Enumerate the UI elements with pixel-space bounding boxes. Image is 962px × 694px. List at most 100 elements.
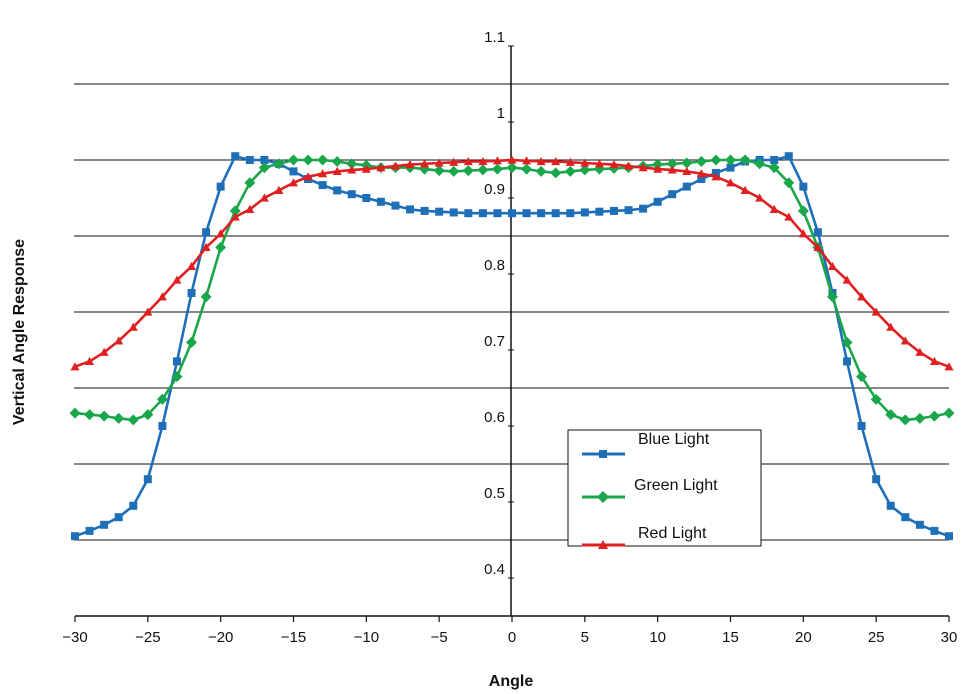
data-point	[128, 322, 138, 331]
data-point	[245, 204, 255, 213]
data-point	[391, 201, 400, 210]
series-green-light	[69, 154, 955, 426]
data-point	[331, 156, 343, 168]
data-point	[99, 347, 109, 356]
data-point	[434, 158, 444, 167]
x-tick-label: −15	[281, 629, 306, 646]
data-point	[667, 165, 677, 174]
data-point	[376, 163, 386, 172]
data-point	[624, 206, 633, 215]
data-point	[580, 208, 589, 217]
data-point	[739, 154, 751, 166]
legend-item-blue: Blue Light	[582, 431, 710, 458]
data-point	[100, 520, 109, 529]
data-point	[682, 166, 692, 175]
legend-box	[567, 429, 762, 547]
x-tick-label: 20	[795, 629, 812, 646]
data-point	[420, 206, 429, 215]
data-point	[537, 209, 546, 218]
data-point	[333, 186, 342, 195]
x-tick-label: 0	[508, 629, 516, 646]
data-point	[609, 206, 618, 215]
data-point	[551, 209, 560, 218]
data-point	[915, 347, 925, 356]
data-point	[740, 185, 750, 194]
data-point	[944, 362, 954, 371]
data-point	[595, 207, 604, 216]
data-point	[726, 163, 735, 172]
data-point	[69, 407, 81, 419]
data-point	[769, 204, 779, 213]
data-point	[186, 336, 198, 348]
data-point	[506, 162, 518, 174]
axes	[74, 45, 950, 622]
data-point	[652, 159, 664, 171]
data-point	[420, 159, 430, 168]
y-tick-label: 0.4	[484, 561, 505, 578]
series-line	[74, 158, 950, 422]
data-point	[244, 177, 256, 189]
x-tick-label: 30	[941, 629, 958, 646]
data-point	[711, 172, 721, 181]
data-point	[347, 165, 357, 174]
series-red-light	[70, 155, 954, 371]
data-point	[288, 154, 299, 166]
data-point	[726, 178, 735, 187]
data-point	[826, 291, 838, 303]
data-point	[113, 412, 125, 424]
data-point	[653, 164, 663, 173]
data-point	[768, 162, 780, 174]
series-blue-light	[71, 152, 953, 541]
data-point	[668, 190, 677, 199]
data-point	[551, 157, 561, 166]
data-point	[841, 336, 853, 348]
data-point	[98, 410, 110, 422]
data-point	[157, 292, 167, 301]
data-point	[346, 158, 358, 170]
data-point	[697, 175, 706, 183]
y-tick-label: 1	[497, 105, 505, 122]
data-point	[158, 422, 167, 430]
data-point	[492, 156, 502, 165]
y-axis-title: Vertical Angle Response	[11, 239, 28, 425]
x-tick-label: 25	[868, 629, 885, 646]
data-point	[885, 409, 897, 421]
data-point	[302, 154, 314, 166]
data-point	[493, 209, 502, 218]
data-point	[928, 410, 940, 422]
data-point	[464, 209, 473, 218]
series-group	[69, 152, 955, 541]
data-point	[681, 157, 693, 169]
data-point	[260, 156, 269, 164]
data-point	[71, 532, 79, 541]
data-point	[843, 357, 852, 366]
data-point	[915, 520, 924, 529]
data-point	[202, 228, 211, 237]
data-point	[274, 185, 284, 194]
data-point	[289, 178, 298, 187]
x-tick-label: 15	[722, 629, 739, 646]
data-point	[770, 156, 779, 164]
data-point	[870, 393, 882, 405]
data-point	[303, 172, 313, 181]
data-point	[129, 501, 138, 510]
data-point	[522, 156, 532, 165]
data-point	[347, 190, 356, 199]
data-point	[463, 157, 473, 166]
x-tick-label: 10	[649, 629, 666, 646]
data-point	[216, 229, 226, 238]
y-tick-label: 0.6	[484, 409, 505, 426]
legend-marker-red	[598, 540, 608, 549]
data-point	[856, 371, 868, 383]
data-point	[317, 154, 329, 166]
data-point	[914, 412, 926, 424]
legend-label-red: Red Light	[638, 525, 707, 542]
data-point	[84, 409, 96, 421]
data-point	[216, 182, 225, 191]
data-point	[886, 501, 895, 510]
data-point	[245, 156, 254, 164]
data-point	[362, 194, 371, 202]
y-tick-label: 0.8	[484, 257, 505, 274]
legend-marker-green	[597, 491, 609, 503]
data-point	[624, 161, 634, 170]
